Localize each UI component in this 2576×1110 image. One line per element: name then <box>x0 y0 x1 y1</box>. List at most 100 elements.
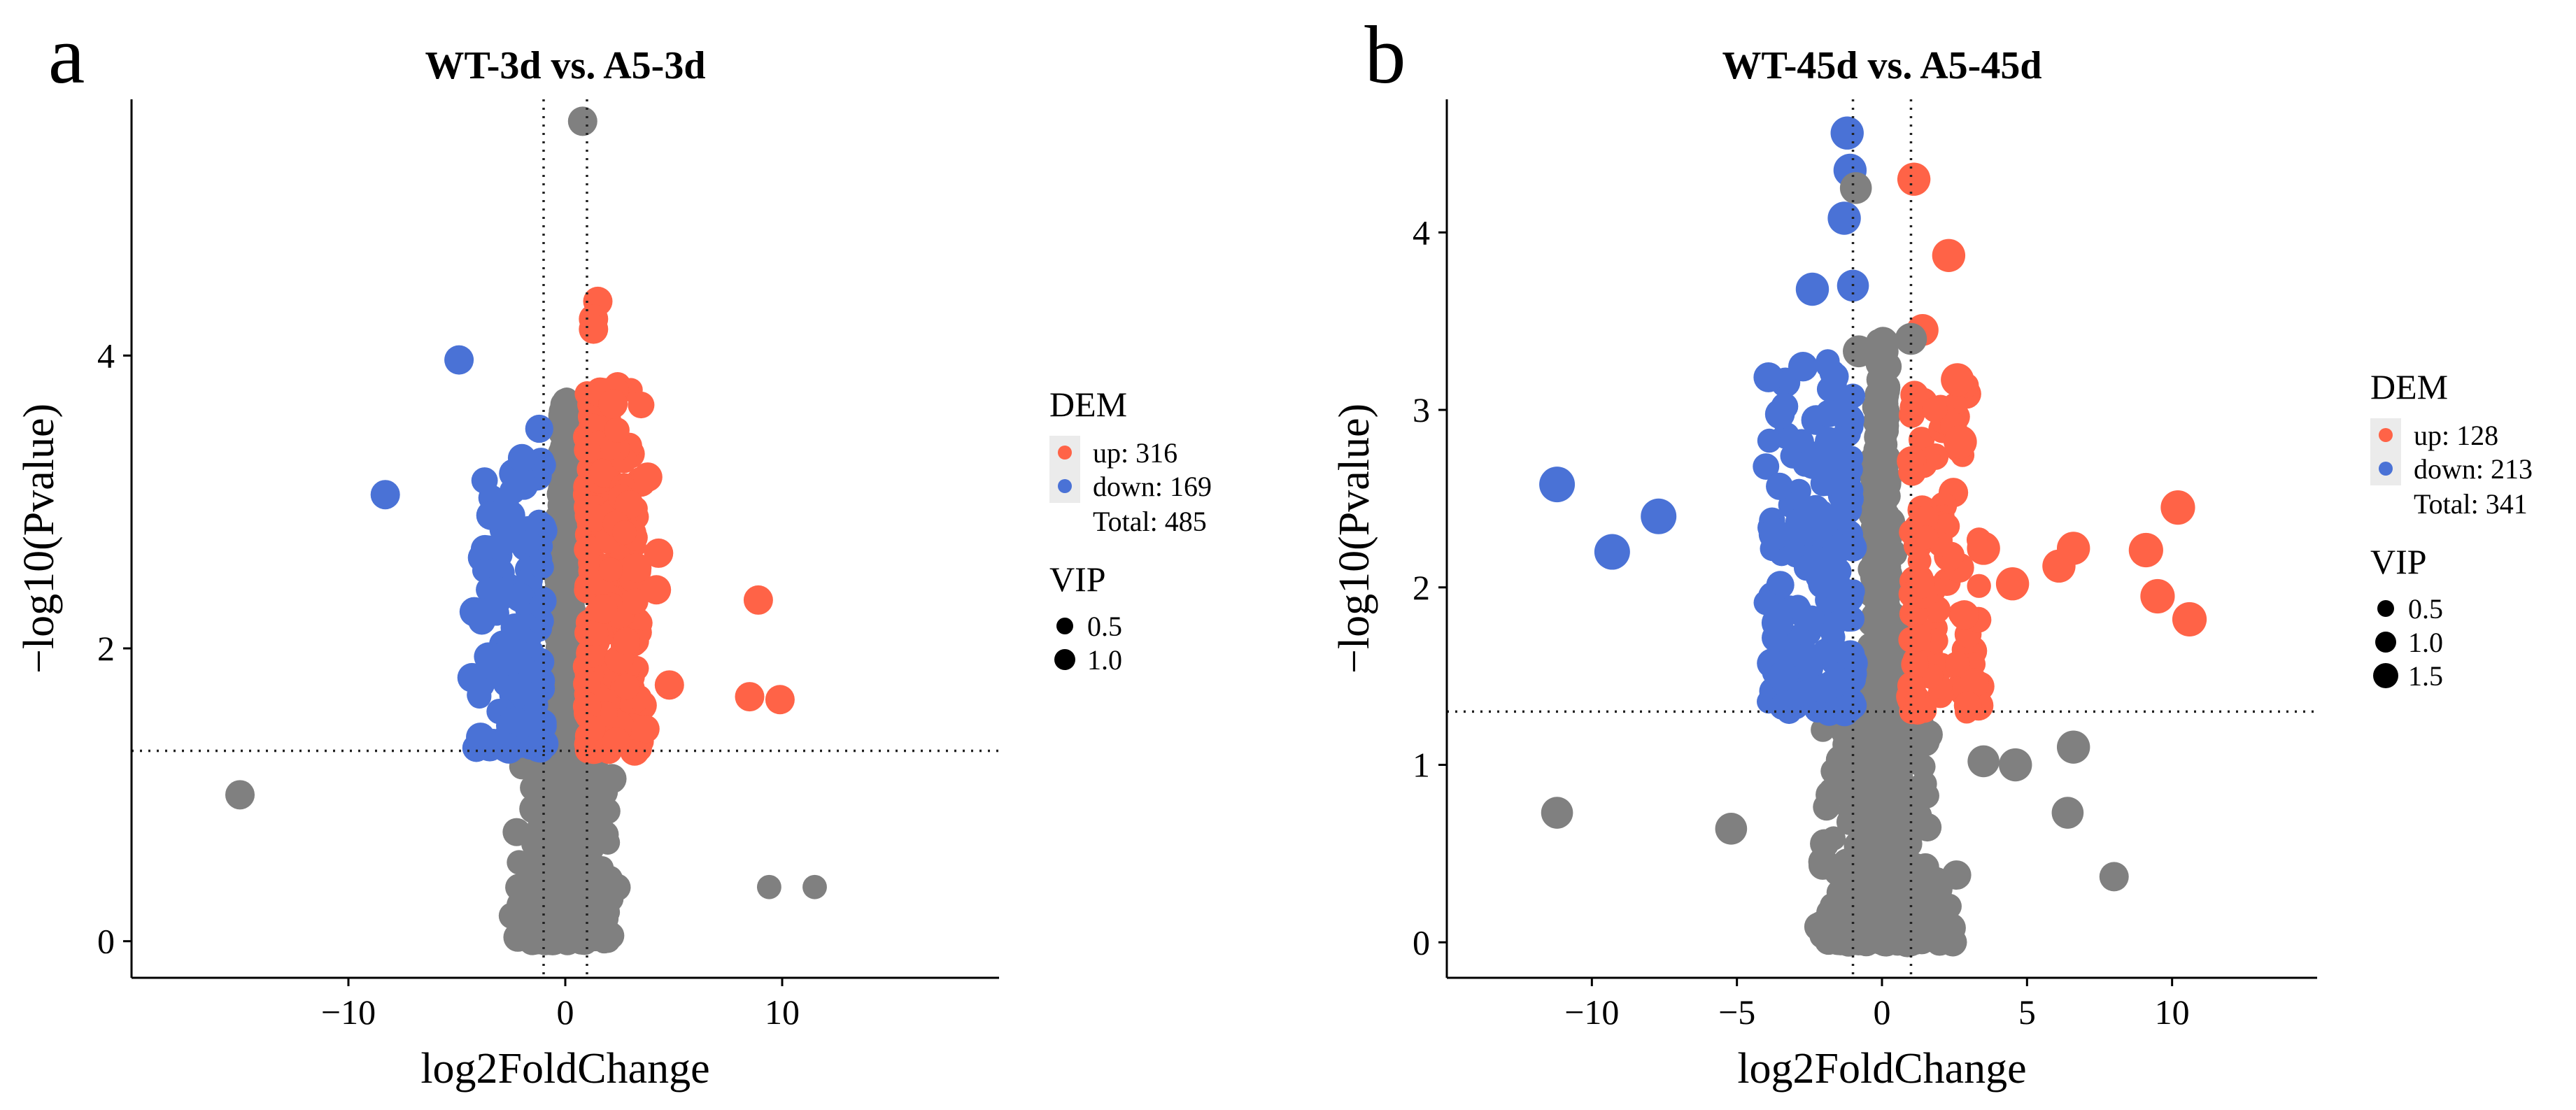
point-up <box>1949 600 1979 630</box>
point-ns <box>2099 862 2129 892</box>
y-tick-label: 4 <box>97 336 115 375</box>
point-up <box>1899 453 1924 478</box>
point-down <box>526 731 552 757</box>
point-up <box>1967 574 1991 598</box>
point-ns <box>1908 904 1937 934</box>
x-axis-label: log2FoldChange <box>1737 1045 2026 1093</box>
y-tick-label: 2 <box>97 629 115 668</box>
point-up <box>1944 425 1977 459</box>
point-down <box>504 467 534 497</box>
point-down <box>1834 466 1861 493</box>
point-ns <box>555 921 583 948</box>
point-ns <box>537 856 564 883</box>
legend-label-down: down: 169 <box>1093 471 1212 502</box>
point-up <box>2056 532 2090 565</box>
point-up <box>1941 363 1974 397</box>
point-ns <box>1937 924 1965 951</box>
point-up <box>579 314 609 344</box>
point-up <box>1913 506 1939 532</box>
point-ns <box>1869 327 1897 354</box>
point-ns <box>1870 709 1896 736</box>
point-ns <box>1895 322 1927 355</box>
point-ns <box>1808 847 1838 877</box>
point-ns <box>1819 778 1843 802</box>
point-down <box>1795 654 1824 683</box>
point-up <box>1967 532 2000 565</box>
point-ns <box>1849 856 1877 884</box>
panel-label: b <box>1365 9 1406 101</box>
point-up <box>1960 668 1989 697</box>
point-down <box>1834 667 1864 697</box>
point-up <box>1897 162 1931 196</box>
legend-swatch-down <box>2379 462 2393 476</box>
point-up <box>1922 397 1948 422</box>
x-tick-label: 10 <box>2155 992 2190 1032</box>
point-up <box>598 389 628 419</box>
point-up <box>1995 567 2030 601</box>
x-tick-label: 0 <box>1874 992 1891 1032</box>
point-down <box>1753 453 1780 480</box>
point-ns <box>1876 788 1901 812</box>
point-ns <box>548 417 578 447</box>
point-up <box>644 538 674 568</box>
point-down <box>1823 571 1852 599</box>
point-ns <box>757 874 781 899</box>
point-down <box>528 594 553 619</box>
x-axis-label: log2FoldChange <box>420 1045 709 1093</box>
point-ns <box>1913 719 1943 750</box>
legend-vip-swatch <box>2375 632 2396 653</box>
point-up <box>574 536 601 563</box>
point-up <box>1901 650 1929 678</box>
point-down <box>505 583 535 613</box>
point-down <box>517 529 542 554</box>
point-down <box>1753 362 1784 392</box>
point-up <box>1902 695 1932 725</box>
x-tick-label: 0 <box>557 992 574 1032</box>
point-up <box>2140 578 2175 614</box>
point-down <box>1539 467 1576 503</box>
point-ns <box>546 622 574 650</box>
legend-label-up: up: 128 <box>2414 420 2498 451</box>
point-up <box>588 594 618 624</box>
point-up <box>2128 532 2163 568</box>
point-down <box>1768 660 1799 692</box>
point-ns <box>1857 886 1882 911</box>
point-down <box>1839 446 1864 470</box>
point-ns <box>1870 555 1895 580</box>
point-down <box>1641 498 1677 534</box>
point-up <box>743 585 773 615</box>
point-ns <box>507 890 536 920</box>
point-ns <box>1867 576 1896 605</box>
point-down <box>1839 606 1865 632</box>
point-up <box>598 557 623 583</box>
legend-vip-label: 0.5 <box>1087 611 1122 642</box>
point-ns <box>1834 921 1865 951</box>
point-ns <box>537 899 562 925</box>
point-down <box>1830 116 1864 150</box>
point-ns <box>1862 392 1892 422</box>
point-up <box>612 520 637 545</box>
point-ns <box>1890 821 1918 848</box>
point-ns <box>1911 771 1937 797</box>
point-up <box>580 716 606 741</box>
point-down <box>501 673 530 702</box>
point-ns <box>1856 799 1883 827</box>
point-up <box>1914 525 1939 550</box>
point-up <box>1906 570 1935 599</box>
point-up <box>602 727 630 756</box>
point-ns <box>1874 419 1899 443</box>
point-down <box>457 662 487 692</box>
y-tick-label: 0 <box>1413 923 1430 962</box>
point-down <box>459 597 489 627</box>
y-axis-label: −log10(Pvalue) <box>15 404 63 674</box>
point-down <box>1785 508 1812 535</box>
point-ns <box>571 864 599 892</box>
point-ns <box>507 850 532 875</box>
point-up <box>2160 490 2195 525</box>
point-down <box>1757 428 1782 453</box>
legend-label-down: down: 213 <box>2414 453 2533 485</box>
point-ns <box>555 525 581 550</box>
point-ns <box>1715 813 1748 845</box>
